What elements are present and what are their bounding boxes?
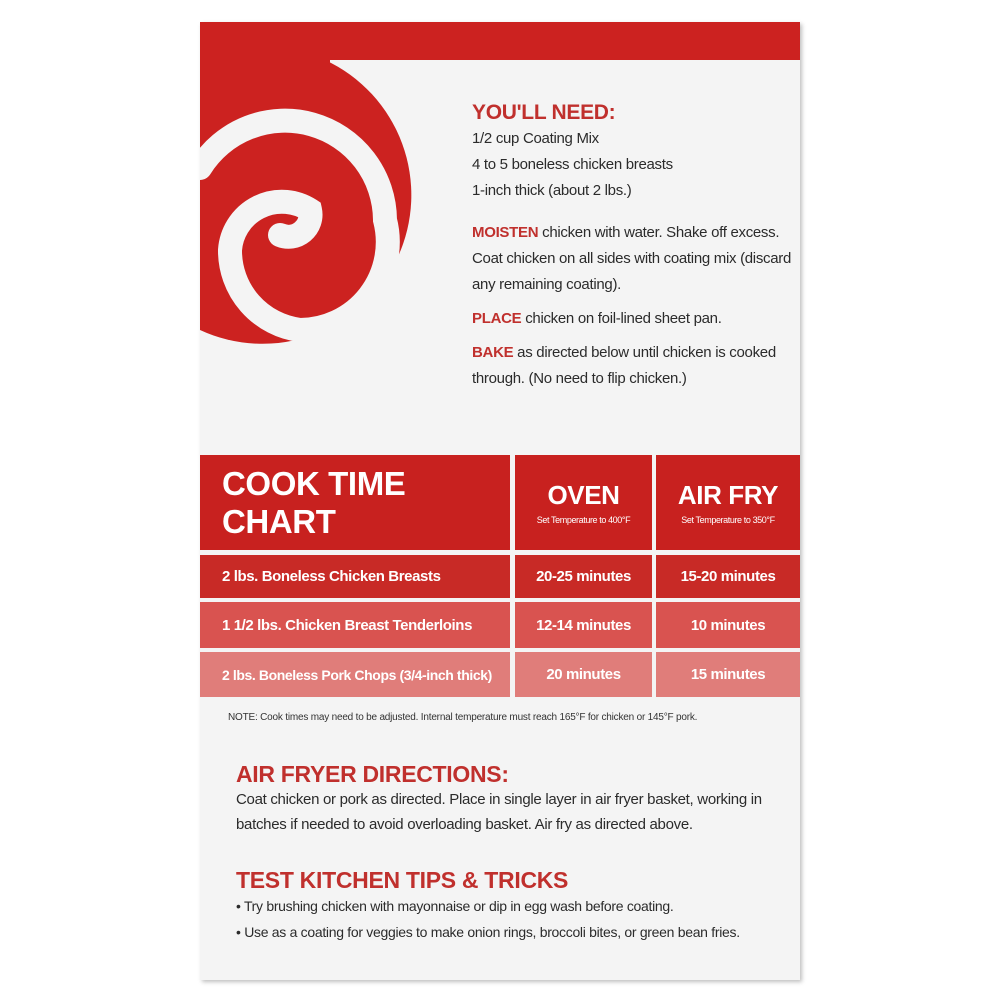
column-oven: OVEN Set Temperature to 400°F: [515, 455, 652, 550]
air-fryer-section: AIR FRYER DIRECTIONS: Coat chicken or po…: [236, 762, 766, 837]
ingredient-item: 1-inch thick (about 2 lbs.): [472, 182, 632, 199]
youll-need-heading: YOU'LL NEED:: [472, 101, 616, 124]
ingredient-item: 4 to 5 boneless chicken breasts: [472, 156, 673, 173]
tip-item: • Use as a coating for veggies to make o…: [236, 924, 740, 940]
package-back-panel: YOU'LL NEED: 1/2 cup Coating Mix 4 to 5 …: [200, 22, 800, 980]
row-oven: 20-25 minutes: [515, 555, 652, 598]
step-place: PLACE chicken on foil-lined sheet pan.: [472, 310, 722, 327]
top-red-band: [200, 22, 800, 60]
youll-need-section: YOU'LL NEED: 1/2 cup Coating Mix 4 to 5 …: [472, 100, 792, 392]
row-oven: 20 minutes: [515, 652, 652, 697]
air-fryer-text: Coat chicken or pork as directed. Place …: [236, 791, 762, 833]
column-air-fry: AIR FRY Set Temperature to 350°F: [656, 455, 800, 550]
tips-section: TEST KITCHEN TIPS & TRICKS • Try brushin…: [236, 867, 796, 945]
row-air-fry: 15 minutes: [656, 652, 800, 697]
row-oven: 12-14 minutes: [515, 602, 652, 648]
air-fryer-heading: AIR FRYER DIRECTIONS:: [236, 761, 509, 787]
row-item: 1 1/2 lbs. Chicken Breast Tenderloins: [200, 602, 510, 648]
tips-heading: TEST KITCHEN TIPS & TRICKS: [236, 867, 569, 893]
step-moisten: MOISTEN chicken with water. Shake off ex…: [472, 224, 792, 293]
row-item: 2 lbs. Boneless Pork Chops (3/4-inch thi…: [200, 652, 510, 697]
row-air-fry: 15-20 minutes: [656, 555, 800, 598]
row-item: 2 lbs. Boneless Chicken Breasts: [200, 555, 510, 598]
tip-item: • Try brushing chicken with mayonnaise o…: [236, 898, 674, 914]
chart-note: NOTE: Cook times may need to be adjusted…: [228, 712, 698, 723]
step-bake: BAKE as directed below until chicken is …: [472, 344, 776, 387]
spiral-logo-icon: [200, 60, 412, 344]
ingredient-item: 1/2 cup Coating Mix: [472, 130, 599, 147]
row-air-fry: 10 minutes: [656, 602, 800, 648]
chart-title: COOK TIME CHART: [200, 455, 510, 550]
